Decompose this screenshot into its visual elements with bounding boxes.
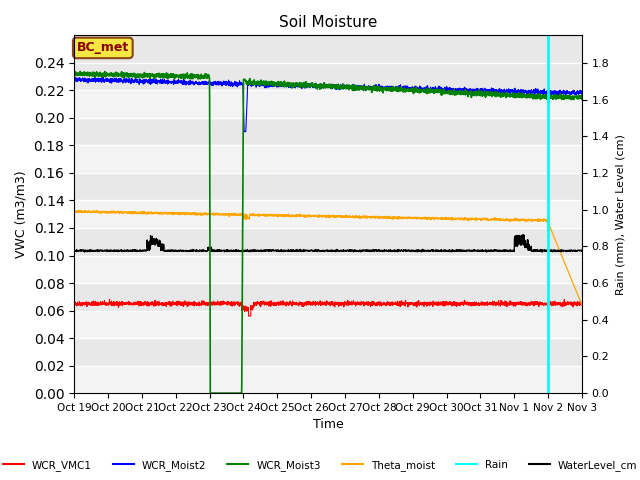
- WCR_VMC1: [287, 301, 295, 307]
- WaterLevel_cm: [265, 248, 273, 254]
- Legend: WCR_VMC1, WCR_Moist2, WCR_Moist3, Theta_moist, Rain, WaterLevel_cm: WCR_VMC1, WCR_Moist2, WCR_Moist3, Theta_…: [0, 456, 640, 475]
- WCR_VMC1: [265, 303, 273, 309]
- WCR_Moist2: [240, 129, 248, 134]
- Line: Theta_moist: Theta_moist: [74, 211, 582, 305]
- WCR_VMC1: [561, 297, 568, 302]
- WCR_Moist2: [70, 78, 78, 84]
- Theta_moist: [159, 211, 166, 216]
- Bar: [74, 145, 582, 173]
- Line: WCR_Moist3: WCR_Moist3: [74, 72, 582, 393]
- WCR_VMC1: [70, 300, 78, 306]
- Theta_moist: [70, 209, 78, 215]
- WaterLevel_cm: [538, 249, 546, 255]
- WCR_Moist3: [207, 390, 214, 396]
- WCR_VMC1: [568, 300, 576, 306]
- WCR_Moist2: [99, 74, 107, 80]
- Theta_moist: [578, 302, 586, 308]
- Theta_moist: [129, 209, 136, 215]
- WCR_Moist2: [514, 89, 522, 95]
- Bar: [74, 311, 582, 338]
- WaterLevel_cm: [513, 237, 521, 243]
- WCR_VMC1: [244, 313, 252, 319]
- X-axis label: Time: Time: [313, 419, 344, 432]
- Theta_moist: [265, 213, 273, 218]
- Bar: [74, 366, 582, 393]
- WCR_Moist3: [568, 95, 576, 101]
- Bar: [74, 201, 582, 228]
- WaterLevel_cm: [578, 248, 586, 254]
- WCR_Moist3: [159, 74, 166, 80]
- Line: WCR_Moist2: WCR_Moist2: [74, 77, 582, 132]
- WCR_Moist3: [70, 71, 78, 76]
- Text: BC_met: BC_met: [77, 41, 129, 54]
- WCR_VMC1: [578, 301, 586, 307]
- WCR_Moist3: [129, 72, 136, 78]
- WCR_VMC1: [514, 300, 522, 306]
- Theta_moist: [514, 217, 522, 223]
- Theta_moist: [77, 208, 85, 214]
- WaterLevel_cm: [287, 248, 295, 254]
- Y-axis label: VWC (m3/m3): VWC (m3/m3): [15, 170, 28, 258]
- Bar: [74, 90, 582, 118]
- WCR_Moist2: [568, 90, 576, 96]
- Bar: [74, 255, 582, 283]
- WCR_Moist2: [578, 91, 586, 96]
- WCR_VMC1: [158, 302, 166, 308]
- WCR_Moist3: [266, 79, 273, 84]
- WaterLevel_cm: [158, 247, 166, 253]
- WaterLevel_cm: [70, 248, 78, 254]
- WaterLevel_cm: [128, 248, 136, 254]
- WCR_Moist3: [287, 82, 295, 88]
- Line: WaterLevel_cm: WaterLevel_cm: [74, 235, 582, 252]
- WCR_Moist3: [514, 93, 522, 99]
- WCR_Moist2: [129, 79, 136, 85]
- WCR_Moist2: [266, 82, 273, 87]
- Theta_moist: [568, 278, 576, 284]
- WCR_VMC1: [128, 300, 136, 306]
- Line: WCR_VMC1: WCR_VMC1: [74, 300, 582, 316]
- WCR_Moist3: [578, 96, 586, 102]
- WaterLevel_cm: [518, 232, 526, 238]
- Y-axis label: Rain (mm), Water Level (cm): Rain (mm), Water Level (cm): [615, 134, 625, 295]
- WaterLevel_cm: [568, 248, 576, 253]
- WCR_Moist2: [159, 78, 166, 84]
- Title: Soil Moisture: Soil Moisture: [279, 15, 377, 30]
- Theta_moist: [287, 213, 295, 219]
- WCR_Moist3: [76, 69, 84, 74]
- WCR_Moist2: [287, 83, 295, 88]
